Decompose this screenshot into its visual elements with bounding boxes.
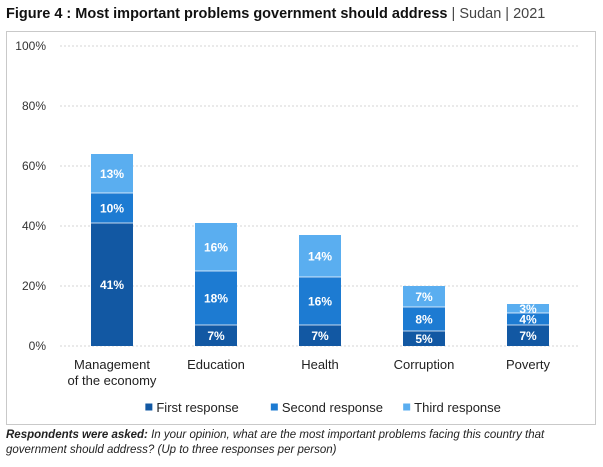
data-label: 7%: [311, 329, 329, 343]
title-main: Figure 4 : Most important problems gover…: [6, 6, 448, 22]
footnote-label: Respondents were asked:: [6, 429, 148, 441]
data-label: 7%: [519, 329, 537, 343]
data-label: 4%: [519, 313, 537, 327]
bar-segment: [299, 325, 341, 346]
x-tick-label: Health: [301, 357, 339, 372]
legend-swatch: [145, 403, 153, 411]
data-label: 16%: [308, 295, 332, 309]
data-label: 14%: [308, 250, 332, 264]
y-tick-label: 0%: [29, 339, 47, 353]
legend: First response Second response Third respo…: [145, 400, 501, 415]
bars: 41% 10% 13% 7% 18% 16% 7% 16% 14% 5% 8% 7% 7% 4%3%: [91, 154, 549, 346]
bar-segment: [507, 325, 549, 346]
y-tick-label: 20%: [22, 279, 46, 293]
title-separator: |: [501, 6, 514, 22]
y-tick-label: 80%: [22, 99, 46, 113]
x-tick-label: Management: [74, 357, 150, 372]
x-tick-label: Education: [187, 357, 245, 372]
data-label: 18%: [204, 292, 228, 306]
bar-segment: [507, 313, 549, 325]
bar-segment: [299, 277, 341, 325]
y-tick-label: 100%: [15, 39, 46, 53]
title-year: 2021: [513, 6, 546, 22]
data-label: 13%: [100, 167, 124, 181]
chart-frame: [6, 31, 596, 425]
data-label: 41%: [100, 278, 124, 292]
data-label: 5%: [415, 332, 433, 346]
x-tick-label: Corruption: [394, 357, 455, 372]
legend-label: Third response: [414, 400, 501, 415]
footnote: Respondents were asked: In your opinion,…: [6, 428, 598, 458]
bar-segment: [195, 325, 237, 346]
data-label: 16%: [204, 241, 228, 255]
footnote-text: In your opinion, what are the most impor…: [6, 429, 545, 456]
bar-segment: [507, 304, 549, 313]
bar-segment: [403, 331, 445, 346]
y-axis: 0% 20% 40% 60% 80% 100%: [15, 39, 46, 353]
bar-segment: [403, 286, 445, 307]
legend-label: Second response: [282, 400, 383, 415]
title-separator: |: [447, 6, 460, 22]
bar-segment: [91, 223, 133, 346]
data-label: 8%: [415, 313, 433, 327]
bar-segment: [91, 154, 133, 193]
legend-swatch: [403, 403, 411, 411]
legend-swatch: [270, 403, 278, 411]
bar-segment: [91, 193, 133, 223]
bar-segment: [195, 223, 237, 271]
bar-segment: [195, 271, 237, 325]
title-country: Sudan: [459, 6, 502, 22]
chart-title: Figure 4 : Most important problems gover…: [6, 6, 545, 22]
x-tick-label: of the economy: [68, 373, 157, 388]
x-tick-label: Poverty: [506, 357, 551, 372]
bar-segment: [403, 307, 445, 331]
y-tick-label: 60%: [22, 159, 46, 173]
data-label: 7%: [415, 290, 433, 304]
data-label: 7%: [207, 329, 225, 343]
data-label: 3%: [519, 302, 537, 316]
y-tick-label: 40%: [22, 219, 46, 233]
data-label: 10%: [100, 202, 124, 216]
bar-segment: [299, 235, 341, 277]
legend-label: First response: [156, 400, 238, 415]
